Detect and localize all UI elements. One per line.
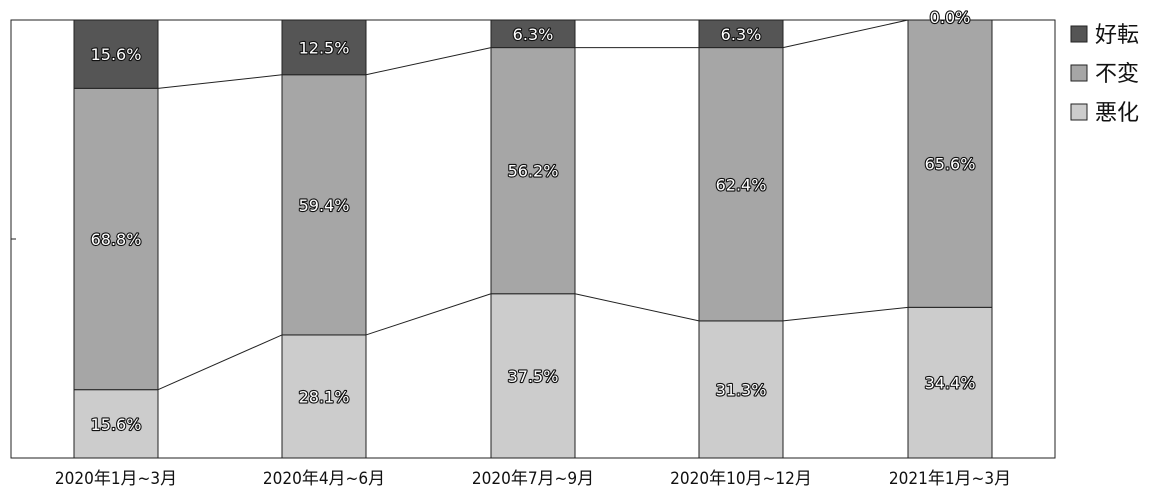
legend-swatch-kouten [1070, 25, 1088, 43]
data-label-fuhen-1: 59.4% [299, 196, 350, 215]
legend-item-fuhen: 不変 [1070, 62, 1139, 87]
data-label-kouten-0: 15.6% [91, 45, 142, 64]
legend: 好転 不変 悪化 [1070, 23, 1139, 126]
data-label-akka-1: 28.1% [299, 387, 350, 406]
series-line-1-0 [157, 74, 283, 89]
data-label-kouten-4: 0.0% [930, 8, 971, 27]
value-labels: 15.6% 68.8% 15.6% 28.1% 59.4% 12.5% 37.5% 56.2%… [89, 7, 976, 435]
category-label-0: 2020年1月~3月 [55, 469, 177, 489]
data-label-fuhen-0: 68.8% [91, 230, 142, 249]
bar-segment-fuhen-4 [907, 19, 993, 308]
data-label-akka-4: 34.4% [925, 374, 976, 393]
legend-label-akka: 悪化 [1095, 101, 1139, 126]
bar-segment-kouten-1 [281, 19, 367, 76]
data-label-kouten-1: 12.5% [299, 38, 350, 57]
category-label-3: 2020年10月~12月 [670, 469, 812, 489]
series-line-1-3 [782, 19, 909, 49]
category-labels: 2020年1月~3月 2020年4月~6月 2020年7月~9月 2020年10月~1… [55, 469, 1011, 489]
bar-segment-fuhen-0 [73, 87, 159, 391]
bar-segment-fuhen-1 [281, 74, 367, 336]
bar-segment-fuhen-3 [698, 47, 784, 322]
series-line-1-1 [365, 47, 492, 76]
legend-swatch-akka [1070, 103, 1088, 121]
legend-label-fuhen: 不変 [1095, 62, 1139, 87]
bar-segment-akka-2 [490, 293, 576, 459]
category-label-4: 2021年1月~3月 [889, 469, 1011, 489]
data-label-akka-0: 15.6% [91, 415, 142, 434]
legend-item-akka: 悪化 [1070, 101, 1139, 126]
bar-segment-akka-0 [73, 389, 159, 459]
data-label-fuhen-4: 65.6% [925, 155, 976, 174]
legend-label-kouten: 好転 [1095, 23, 1139, 48]
bar-segment-kouten-3 [698, 19, 784, 49]
bar-segment-akka-4 [907, 306, 993, 459]
data-label-kouten-2: 6.3% [513, 25, 554, 44]
bar-segment-akka-1 [281, 334, 367, 459]
data-label-akka-2: 37.5% [508, 367, 559, 386]
data-label-kouten-3: 6.3% [721, 25, 762, 44]
series-line-0-0 [157, 334, 283, 391]
data-label-fuhen-3: 62.4% [716, 175, 767, 194]
series-line-0-1 [365, 293, 492, 336]
legend-swatch-fuhen [1070, 64, 1088, 82]
bar-segment-fuhen-2 [490, 47, 576, 295]
legend-item-kouten: 好転 [1070, 23, 1139, 48]
series-lines [157, 19, 909, 391]
series-line-0-2 [574, 293, 700, 322]
data-label-fuhen-2: 56.2% [508, 162, 559, 181]
series-line-0-3 [782, 306, 909, 322]
data-label-akka-3: 31.3% [716, 380, 767, 399]
bars [73, 19, 993, 459]
bar-segment-kouten-0 [73, 19, 159, 89]
category-label-2: 2020年7月~9月 [472, 469, 594, 489]
category-label-1: 2020年4月~6月 [263, 469, 385, 489]
bar-segment-kouten-2 [490, 19, 576, 49]
